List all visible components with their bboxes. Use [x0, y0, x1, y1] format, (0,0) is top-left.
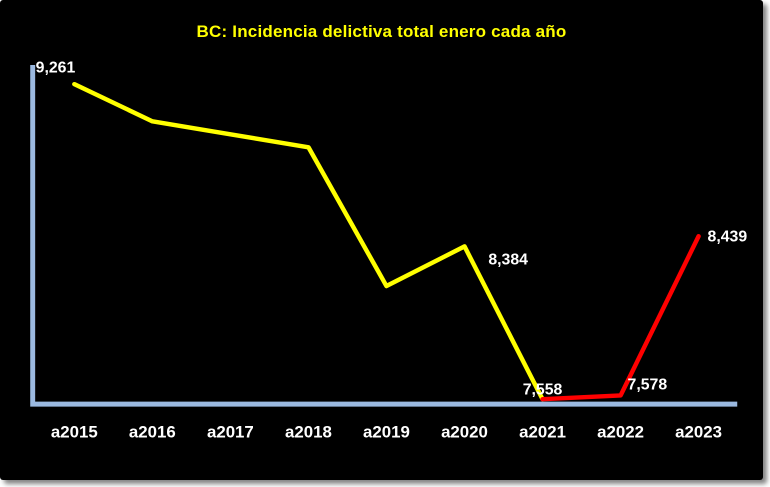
data-label-a2021: 7,558 — [523, 382, 563, 399]
chart-title: BC: Incidencia delictiva total enero cad… — [196, 22, 567, 41]
chart-card: BC: Incidencia delictiva total enero cad… — [0, 0, 763, 480]
x-axis-label-a2018: a2018 — [285, 423, 332, 442]
series-line-highlight — [540, 234, 701, 402]
data-label-a2015: 9,261 — [36, 60, 76, 77]
x-axis-label-a2023: a2023 — [675, 423, 722, 442]
x-axis-label-a2021: a2021 — [519, 423, 566, 442]
x-axis-label-a2017: a2017 — [207, 423, 254, 442]
data-label-a2022: 7,578 — [628, 377, 668, 394]
x-axis-label-a2022: a2022 — [597, 423, 644, 442]
x-axis-label-a2016: a2016 — [129, 423, 176, 442]
data-label-a2020: 8,384 — [488, 251, 528, 268]
series-line-main — [72, 81, 545, 402]
data-label-a2023: 8,439 — [708, 228, 748, 245]
line-chart: a2015 a2016 a2017 a2018 a2019 a2020 a2021 a2022… — [30, 60, 748, 442]
x-axis-label-a2015: a2015 — [51, 423, 98, 442]
axis-lines — [30, 65, 738, 407]
x-axis-label-a2019: a2019 — [363, 423, 410, 442]
x-axis-label-a2020: a2020 — [441, 423, 488, 442]
